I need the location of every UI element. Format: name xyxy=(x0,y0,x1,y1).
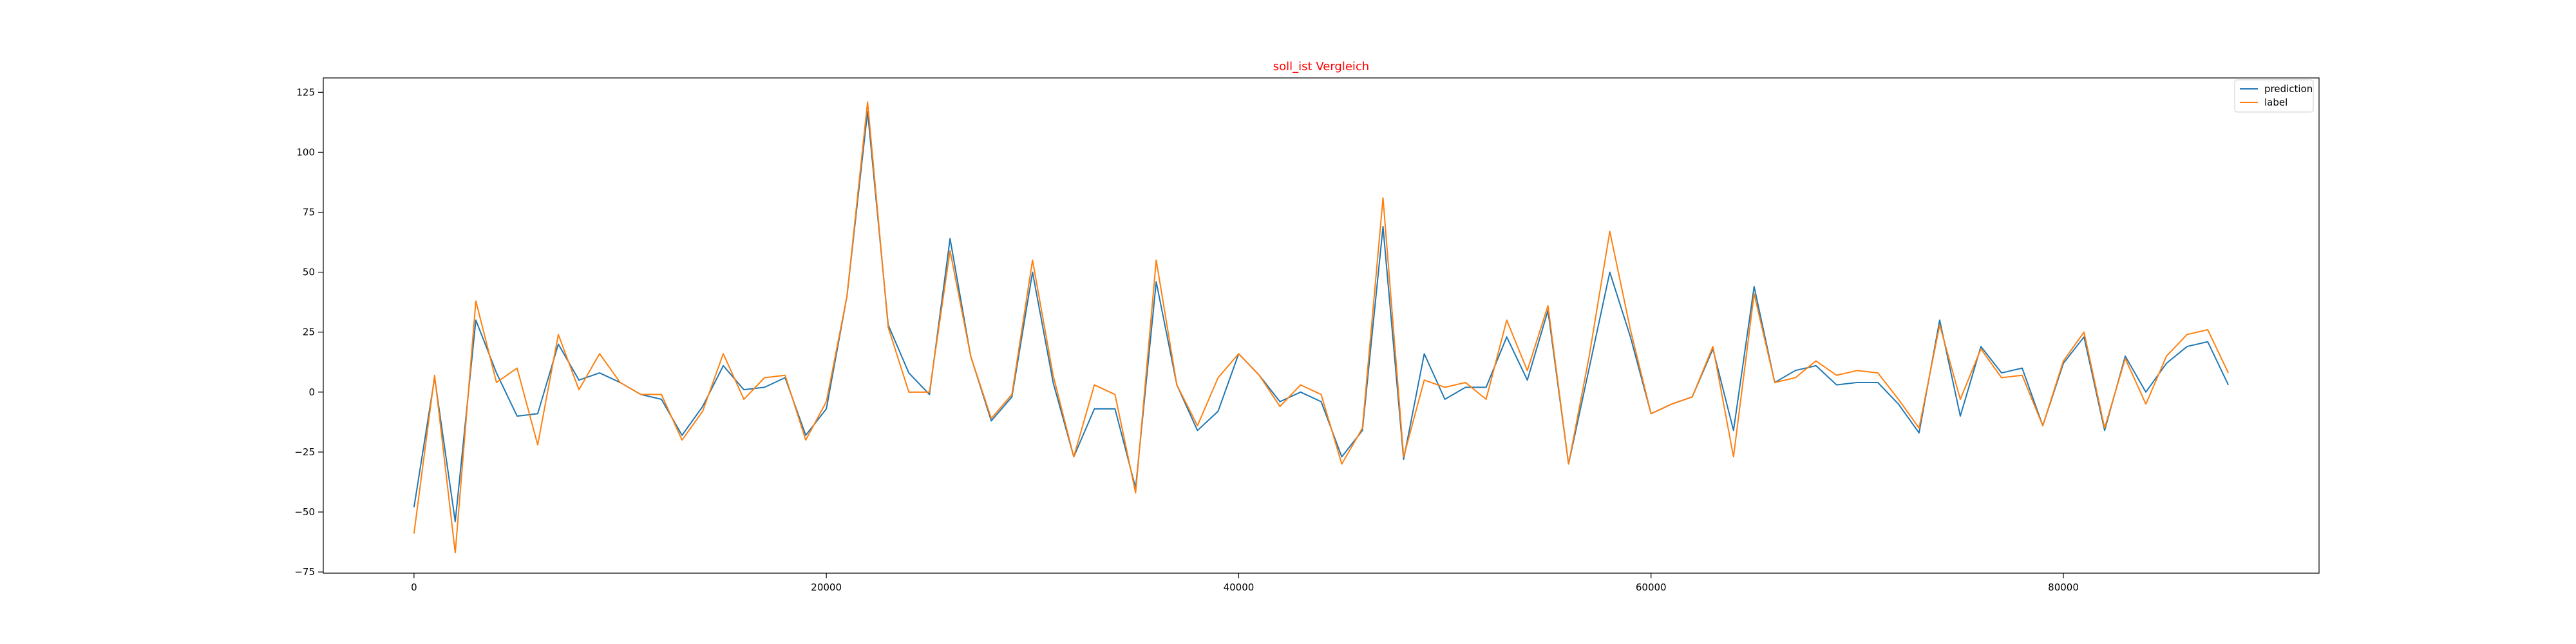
chart-title: soll_ist Vergleich xyxy=(1273,60,1369,73)
series-line-label xyxy=(413,101,2230,554)
y-tick-label: −75 xyxy=(294,566,315,578)
x-tick-label: 80000 xyxy=(2048,582,2079,593)
y-tick-label: 75 xyxy=(303,207,315,218)
y-tick-label: −25 xyxy=(294,446,315,458)
series-layer xyxy=(413,101,2230,554)
y-tick-label: 100 xyxy=(296,146,315,158)
legend-label-label: label xyxy=(2264,97,2287,108)
x-tick-label: 0 xyxy=(411,582,417,593)
plot-area-frame xyxy=(323,77,2320,574)
y-tick-label: 25 xyxy=(303,327,315,338)
x-tick-label: 20000 xyxy=(811,582,842,593)
legend-label-prediction: prediction xyxy=(2264,83,2313,95)
legend-box xyxy=(2234,79,2314,113)
y-tick-label: 50 xyxy=(303,267,315,278)
x-axis: 0 20000 40000 60000 80000 xyxy=(411,573,2079,593)
x-tick-label: 40000 xyxy=(1224,582,1255,593)
y-tick-label: 0 xyxy=(308,386,315,398)
y-tick-label: 125 xyxy=(296,86,315,98)
y-axis: −75 −50 −25 0 25 50 75 100 125 xyxy=(294,86,323,578)
legend: prediction label xyxy=(2234,79,2314,113)
x-tick-label: 60000 xyxy=(1636,582,1667,593)
y-tick-label: −50 xyxy=(294,506,315,518)
